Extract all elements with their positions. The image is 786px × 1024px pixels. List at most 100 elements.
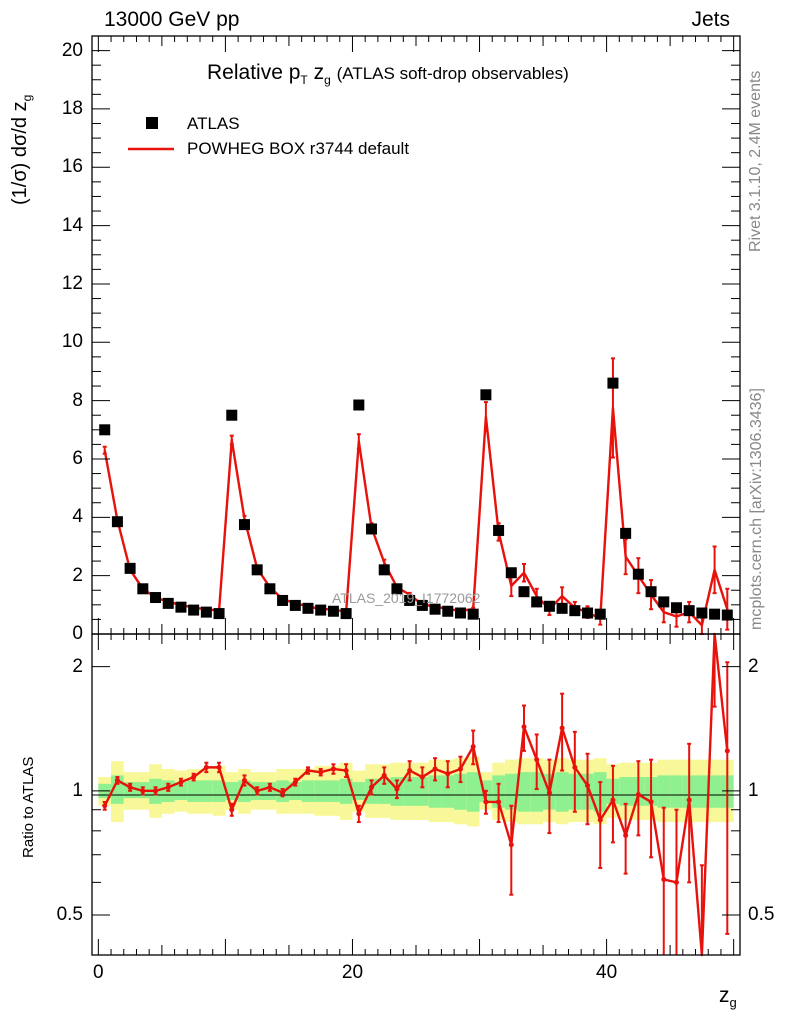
data-point xyxy=(340,608,352,620)
ratio-point xyxy=(241,777,247,783)
data-point xyxy=(416,599,428,611)
ratio-point xyxy=(496,799,502,805)
ratio-ylabel: Ratio to ATLAS xyxy=(20,756,37,858)
ratio-band-inner xyxy=(657,775,671,808)
ratio-point xyxy=(114,777,120,783)
ratio-point xyxy=(203,764,209,770)
data-point xyxy=(188,604,200,616)
ratio-point xyxy=(394,786,400,792)
ratio-point xyxy=(597,817,603,823)
data-point xyxy=(632,568,644,580)
main-y-tick-label: 10 xyxy=(61,331,83,353)
ratio-band-inner xyxy=(377,778,391,804)
ratio-point xyxy=(623,832,629,838)
ratio-point xyxy=(267,784,273,790)
ratio-point xyxy=(585,783,591,789)
ratio-point xyxy=(445,771,451,777)
data-point xyxy=(353,399,365,411)
ratio-point xyxy=(470,744,476,750)
ratio-point xyxy=(521,724,527,730)
ratio-band-inner xyxy=(530,772,544,812)
ratio-point xyxy=(102,803,108,809)
data-point xyxy=(696,607,708,619)
ratio-point xyxy=(356,811,362,817)
data-point xyxy=(391,583,403,595)
data-point xyxy=(162,597,174,609)
ratio-point xyxy=(343,768,349,774)
data-point xyxy=(150,592,162,604)
x-tick-label: 0 xyxy=(93,962,104,983)
data-point xyxy=(670,602,682,614)
ratio-y-tick-label-right: 1 xyxy=(748,779,759,801)
legend-data-marker xyxy=(146,117,158,129)
ratio-point xyxy=(407,768,413,774)
ratio-point xyxy=(508,842,514,848)
data-point xyxy=(518,586,530,598)
data-point xyxy=(277,594,289,606)
ratio-y-tick-label: 0.5 xyxy=(56,904,83,926)
ratio-point xyxy=(686,797,692,803)
ratio-point xyxy=(534,757,540,763)
ratio-band-inner xyxy=(352,782,366,801)
ratio-point xyxy=(724,748,730,754)
plot-title: Relative pT zg (ATLAS soft-drop observab… xyxy=(207,61,569,87)
title-p-sub: T xyxy=(300,73,308,88)
data-point xyxy=(607,377,619,389)
main-y-tick-label: 8 xyxy=(72,389,83,411)
ratio-point xyxy=(432,766,438,772)
data-point xyxy=(302,602,314,614)
data-point xyxy=(429,603,441,615)
ratio-band-inner xyxy=(619,777,632,806)
ratio-band-inner xyxy=(670,775,683,808)
ratio-point xyxy=(153,788,159,794)
main-y-tick-label: 0 xyxy=(72,623,83,644)
ratio-band-inner xyxy=(695,775,709,808)
data-point xyxy=(709,608,721,620)
title-z: z xyxy=(307,61,325,84)
analysis-watermark: ATLAS_2019_I1772062 xyxy=(332,590,481,606)
data-point xyxy=(721,609,733,621)
data-point xyxy=(645,586,657,598)
main-ylabel-text: (1/σ) dσ/d z xyxy=(9,101,31,205)
ratio-band-inner xyxy=(428,775,442,808)
ratio-point xyxy=(292,779,298,785)
main-ylabel-sub: g xyxy=(20,94,34,102)
ratio-band-inner xyxy=(416,777,429,806)
legend xyxy=(128,117,174,151)
ratio-band-inner xyxy=(708,775,721,808)
data-point xyxy=(404,594,416,606)
x-axis-label-text: z xyxy=(719,984,730,1007)
x-axis-label: zg xyxy=(719,984,737,1010)
axes xyxy=(91,35,741,956)
ratio-point xyxy=(305,768,311,774)
ratio-band-inner xyxy=(327,780,340,802)
main-y-tick-label: 12 xyxy=(61,272,83,294)
ratio-point xyxy=(661,876,667,882)
main-y-tick-label: 20 xyxy=(61,39,83,61)
main-y-tick-label: 16 xyxy=(61,156,83,178)
ratio-point xyxy=(572,764,578,770)
ratio-point xyxy=(330,766,336,772)
title-p: Relative p xyxy=(207,61,301,84)
ratio-band-inner xyxy=(555,772,569,812)
ratio-band-inner xyxy=(517,772,531,812)
data-point xyxy=(467,608,479,620)
ratio-band-inner xyxy=(466,772,480,812)
ratio-point xyxy=(127,784,133,790)
x-axis-label-sub: g xyxy=(729,995,737,1011)
ratio-point xyxy=(648,799,654,805)
ratio-band-inner xyxy=(314,780,328,802)
ratio-band-inner xyxy=(187,780,200,802)
ratio-y-tick-label-right: 2 xyxy=(748,655,759,677)
data-point xyxy=(99,424,111,436)
data-point xyxy=(264,583,276,595)
data-point xyxy=(505,567,517,579)
ratio-point xyxy=(546,790,552,796)
ratio-point xyxy=(165,784,171,790)
data-point xyxy=(124,562,136,574)
ratio-point xyxy=(483,799,489,805)
data-point xyxy=(175,601,187,613)
ratio-point xyxy=(559,725,565,731)
data-point xyxy=(493,524,505,536)
